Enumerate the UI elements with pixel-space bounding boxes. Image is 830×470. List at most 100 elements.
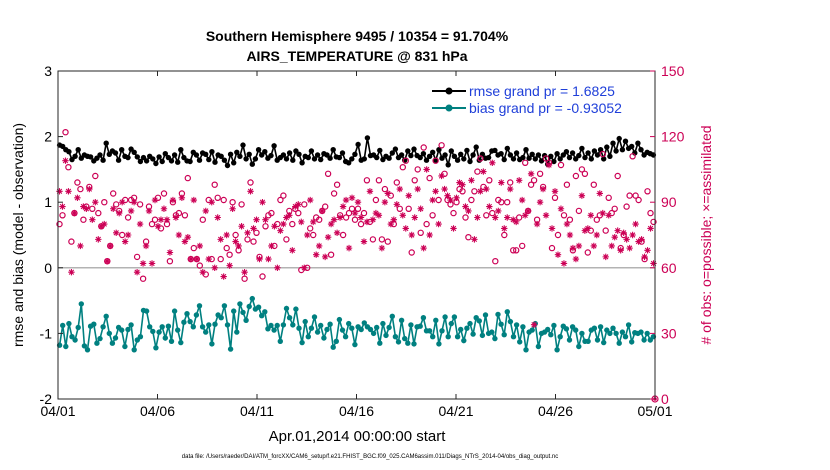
possible-obs-point: [259, 273, 266, 280]
possible-obs-point: [396, 205, 403, 212]
assimilated-obs-point: [518, 196, 526, 204]
y-left-tick-label: -2: [40, 391, 53, 407]
possible-obs-point: [375, 177, 383, 184]
bias-point: [259, 313, 265, 319]
assimilated-obs-point: [468, 177, 475, 184]
possible-obs-point: [360, 209, 368, 217]
assimilated-obs-point: [241, 268, 248, 276]
x-tick-label: 04/21: [438, 403, 473, 419]
rmse-point: [115, 157, 122, 163]
possible-obs-point: [489, 209, 496, 217]
bias-point: [147, 324, 153, 330]
bias-point: [268, 322, 274, 329]
assimilated-obs-point: [313, 251, 320, 258]
assimilated-obs-point: [650, 260, 657, 267]
bias-point: [137, 334, 144, 340]
assimilated-obs-point: [130, 199, 138, 206]
assimilated-obs-point: [101, 220, 108, 228]
rmse-point: [283, 156, 290, 162]
assimilated-obs-point: [602, 253, 609, 261]
assimilated-obs-point: [414, 185, 421, 193]
possible-obs-point: [507, 179, 514, 186]
rmse-point: [168, 158, 175, 164]
assimilated-obs-point: [160, 205, 168, 212]
possible-obs-point: [369, 236, 377, 243]
bias-point: [277, 338, 283, 344]
bias-point: [221, 303, 228, 309]
assimilated-obs-point: [599, 209, 606, 217]
bias-point: [551, 322, 557, 329]
possible-obs-point: [405, 205, 412, 212]
assimilated-obs-point: [181, 238, 189, 245]
bias-point: [60, 322, 66, 329]
assimilated-obs-point: [333, 229, 341, 237]
bias-point: [495, 311, 501, 318]
rmse-point: [311, 156, 318, 162]
rmse-point: [622, 138, 629, 144]
rmse-point: [492, 147, 498, 154]
bias-point: [321, 335, 327, 341]
rmse-point: [582, 154, 588, 161]
rmse-point: [100, 157, 106, 163]
assimilated-obs-point: [557, 205, 565, 212]
possible-obs-point: [101, 198, 108, 206]
possible-obs-point: [214, 194, 221, 201]
assimilated-obs-point: [548, 225, 556, 232]
assimilated-obs-point: [587, 212, 595, 219]
rmse-point: [374, 154, 380, 161]
legend-rmse-label: rmse grand pr = 1.6825: [469, 83, 615, 99]
bias-point: [420, 315, 427, 321]
rmse-point: [137, 158, 144, 165]
assimilated-obs-point: [324, 233, 332, 241]
bias-point: [72, 337, 78, 343]
y-left-tick-label: 2: [44, 129, 52, 145]
bias-point: [433, 317, 439, 323]
rmse-point: [249, 161, 255, 167]
assimilated-obs-point: [148, 260, 156, 267]
rmse-point: [352, 151, 358, 157]
rmse-point: [420, 151, 427, 157]
bias-point: [218, 315, 224, 321]
rmse-point: [610, 140, 616, 146]
rmse-point: [125, 154, 131, 161]
rmse-point: [327, 155, 333, 161]
assimilated-obs-point: [184, 233, 192, 241]
bias-point: [430, 334, 436, 340]
assimilated-obs-point: [315, 242, 323, 250]
bias-point: [395, 339, 402, 345]
possible-obs-point: [74, 179, 81, 186]
possible-obs-point: [465, 233, 472, 241]
rmse-point: [554, 151, 560, 157]
assimilated-obs-point: [217, 236, 224, 243]
bias-point: [327, 321, 333, 327]
assimilated-obs-point: [644, 247, 651, 254]
bias-point: [367, 326, 374, 333]
rmse-point: [386, 155, 392, 161]
possible-obs-point: [244, 236, 251, 243]
chart-title-line1: Southern Hemisphere 9495 / 10354 = 91.70…: [206, 28, 509, 44]
bias-point: [625, 322, 632, 328]
possible-obs-point: [301, 201, 308, 208]
rmse-point: [467, 158, 473, 165]
bias-point: [290, 322, 296, 328]
assimilated-obs-point: [124, 231, 132, 239]
bias-point: [184, 311, 190, 317]
bias-point: [165, 323, 172, 329]
assimilated-obs-point: [381, 199, 389, 206]
possible-obs-point: [429, 212, 436, 219]
bias-point: [374, 324, 380, 331]
assimilated-obs-point: [605, 212, 612, 219]
bias-point: [613, 330, 619, 337]
assimilated-obs-point: [172, 214, 180, 221]
rmse-point: [206, 156, 212, 163]
possible-obs-point: [351, 216, 359, 223]
assimilated-obs-point: [280, 220, 287, 228]
assimilated-obs-point: [342, 196, 350, 204]
assimilated-obs-point: [363, 218, 371, 226]
possible-obs-point: [247, 179, 254, 186]
assimilated-obs-point: [301, 264, 308, 271]
bias-point: [451, 314, 458, 320]
assimilated-obs-point: [441, 185, 448, 193]
bias-point: [78, 301, 85, 307]
assimilated-obs-point: [336, 214, 344, 221]
